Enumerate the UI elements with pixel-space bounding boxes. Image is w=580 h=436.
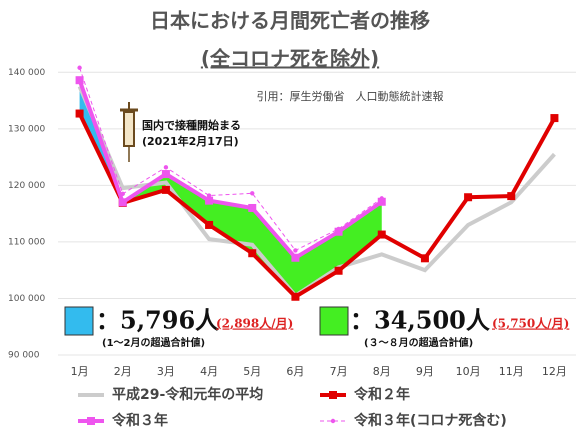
y-tick-label: 100 000	[8, 294, 45, 304]
y-tick-label: 120 000	[8, 181, 45, 191]
x-tick-label: 8月	[373, 365, 391, 378]
x-tick-label: 3月	[157, 365, 175, 378]
excess-note: (３～８月の超過合計値)	[364, 336, 473, 349]
marker	[293, 248, 298, 253]
marker	[75, 76, 84, 85]
x-tick-label: 4月	[200, 365, 218, 378]
excess-swatch	[64, 306, 94, 336]
excess-per-month: (2,898人/月)	[216, 316, 293, 331]
marker	[205, 196, 214, 205]
marker	[291, 292, 300, 301]
x-tick-label: 11月	[499, 365, 524, 378]
x-tick-label: 2月	[114, 365, 132, 378]
marker	[507, 192, 516, 201]
series-line	[77, 79, 383, 261]
x-tick-label: 10月	[456, 365, 481, 378]
annotation: 国内で接種開始まる	[142, 118, 241, 132]
excess-note: (1～2月の超過合計値)	[102, 336, 205, 349]
x-tick-label: 6月	[286, 365, 304, 378]
series-line	[77, 112, 557, 300]
y-tick-label: 90 000	[8, 351, 40, 361]
excess-per-month: (5,750人/月)	[492, 316, 569, 331]
marker	[77, 65, 82, 70]
legend-marker	[330, 418, 336, 424]
excess-swatch	[319, 306, 349, 336]
marker	[334, 266, 343, 275]
legend-marker	[329, 391, 337, 399]
x-tick-label: 12月	[542, 365, 567, 378]
excess-area	[122, 174, 382, 297]
legend-marker	[87, 417, 95, 425]
marker	[118, 198, 127, 207]
marker	[205, 220, 214, 229]
marker	[420, 254, 429, 263]
chart-title: 日本における月間死亡者の推移	[150, 9, 430, 33]
excess-total: ：5,796人	[96, 306, 219, 335]
marker	[550, 114, 559, 123]
marker	[248, 203, 257, 212]
legend-label: 令和３年(コロナ死含む)	[353, 412, 507, 429]
y-tick-label: 130 000	[8, 124, 45, 134]
legend-label: 令和３年	[111, 412, 168, 429]
marker	[377, 230, 386, 239]
source: 引用：厚生労働省 人口動態統計速報	[257, 89, 444, 103]
marker	[334, 227, 343, 236]
marker	[464, 193, 473, 202]
marker	[248, 249, 257, 258]
marker	[161, 170, 170, 179]
marker	[163, 165, 169, 170]
chart-subtitle: (全コロナ死を除外)	[201, 47, 379, 71]
series-line	[79, 67, 383, 252]
annotation: (2021年2月17日)	[142, 134, 239, 148]
marker	[161, 185, 170, 194]
excess-total: ：34,500人	[350, 306, 490, 335]
y-tick-label: 140 000	[8, 68, 45, 78]
y-tick-label: 110 000	[8, 237, 45, 247]
legend-label: 平成29-令和元年の平均	[112, 386, 263, 403]
marker	[377, 197, 386, 206]
marker	[250, 191, 255, 196]
x-tick-label: 1月	[71, 365, 89, 378]
x-tick-label: 9月	[416, 365, 434, 378]
x-tick-label: 7月	[330, 365, 348, 378]
marker	[75, 109, 84, 118]
marker	[291, 253, 300, 262]
legend-label: 令和２年	[353, 386, 410, 403]
syringe-icon	[120, 102, 138, 162]
x-tick-label: 5月	[243, 365, 261, 378]
